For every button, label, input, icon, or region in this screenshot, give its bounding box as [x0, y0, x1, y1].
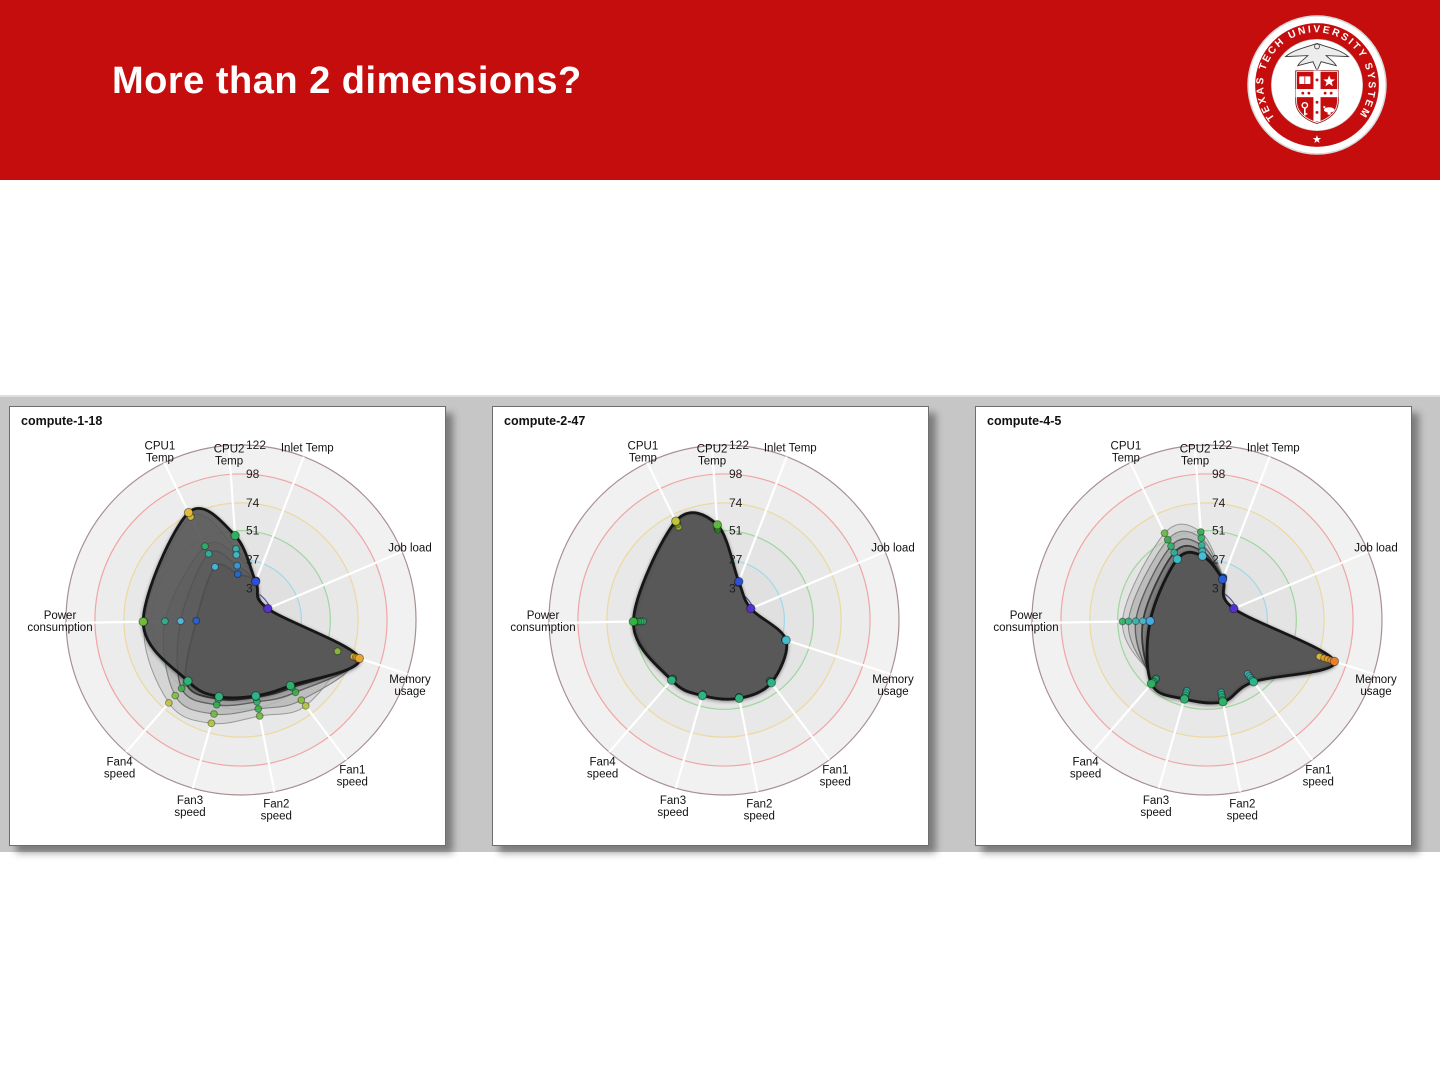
panel-title-2: compute-2-47 — [504, 414, 586, 428]
svg-text:74: 74 — [246, 496, 260, 510]
seal-lamp-icon — [1323, 105, 1335, 115]
svg-text:Inlet Temp: Inlet Temp — [281, 442, 334, 454]
svg-text:Inlet Temp: Inlet Temp — [1247, 442, 1300, 454]
svg-text:Inlet Temp: Inlet Temp — [764, 442, 817, 454]
svg-text:98: 98 — [1212, 467, 1226, 481]
svg-text:3: 3 — [246, 582, 253, 596]
slide-title: More than 2 dimensions? — [112, 60, 582, 102]
panel-title-3: compute-4-5 — [987, 414, 1062, 428]
seal-star-icon — [1323, 75, 1336, 87]
svg-text:74: 74 — [729, 496, 743, 510]
radar-panel-1: 3 27 51 74 98 122 CPU2 Temp Inlet Temp Job load Me… — [9, 406, 446, 846]
svg-text:27: 27 — [729, 553, 743, 567]
seal-shield-icon — [1294, 69, 1340, 125]
svg-text:Job load: Job load — [388, 543, 431, 555]
svg-text:122: 122 — [729, 438, 749, 452]
svg-text:27: 27 — [246, 553, 260, 567]
seal-key-icon — [1301, 101, 1309, 116]
svg-text:3: 3 — [729, 582, 736, 596]
svg-text:27: 27 — [1212, 553, 1226, 567]
svg-text:Job load: Job load — [871, 543, 914, 555]
svg-text:51: 51 — [246, 524, 260, 538]
svg-text:98: 98 — [246, 467, 260, 481]
chart-strip: 3 27 51 74 98 122 CPU2 Temp Inlet Temp Job load Me… — [0, 395, 1440, 852]
seal-graphic: TEXAS TECH UNIVERSITY SYSTEM ★ — [1247, 15, 1387, 155]
title-banner: More than 2 dimensions? TEXAS TECH UNIVE… — [0, 0, 1440, 180]
radar-panel-2: 3 27 51 74 98 122 CPU2 Temp Inlet Temp Job load Me… — [492, 406, 929, 846]
panel-title-1: compute-1-18 — [21, 414, 103, 428]
seal-book-icon — [1299, 76, 1311, 84]
svg-text:122: 122 — [246, 438, 266, 452]
radar-panel-3: 3 27 51 74 98 122 CPU2 Temp Inlet Temp Job load Me… — [975, 406, 1412, 846]
svg-text:3: 3 — [1212, 582, 1219, 596]
seal-bottom-star: ★ — [1312, 134, 1322, 146]
svg-text:Job load: Job load — [1354, 543, 1397, 555]
svg-text:51: 51 — [1212, 524, 1226, 538]
ttu-system-seal: TEXAS TECH UNIVERSITY SYSTEM ★ — [1246, 14, 1388, 156]
svg-text:122: 122 — [1212, 438, 1232, 452]
svg-text:51: 51 — [729, 524, 743, 538]
svg-text:74: 74 — [1212, 496, 1226, 510]
svg-text:98: 98 — [729, 467, 743, 481]
